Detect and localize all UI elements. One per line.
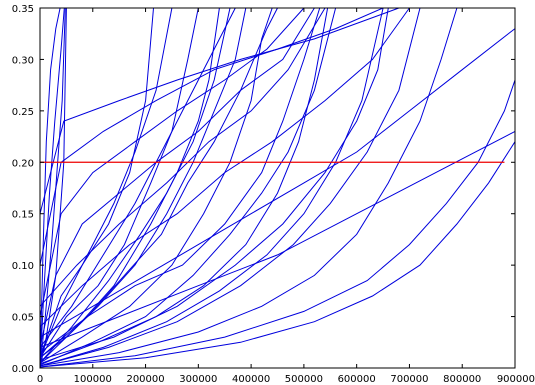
y-tick-label: 0.20 — [12, 158, 34, 169]
plot-area — [40, 8, 515, 368]
series-line-30 — [39, 7, 329, 365]
series-line-27 — [39, 7, 247, 359]
axes-frame — [39, 7, 516, 369]
series-layer — [39, 7, 516, 369]
y-tick-label: 0.15 — [12, 210, 34, 221]
y-tick-labels: 0.00 0.05 0.10 0.15 0.20 0.25 0.30 0.35 — [12, 4, 34, 375]
series-line-11 — [39, 7, 337, 366]
series-line-9 — [39, 7, 278, 359]
series-line-15 — [39, 79, 516, 368]
series-line-7 — [39, 7, 236, 348]
x-tick-label: 900000 — [497, 374, 535, 385]
series-line-17 — [39, 7, 231, 364]
series-line-25 — [39, 7, 410, 328]
x-tick-label: 200000 — [126, 374, 164, 385]
x-tick-label: 300000 — [179, 374, 217, 385]
series-line-10 — [39, 7, 273, 364]
series-line-28 — [39, 7, 321, 353]
y-tick-label: 0.35 — [12, 4, 34, 15]
y-tick-label: 0.05 — [12, 313, 34, 324]
tick-marks — [39, 7, 516, 369]
series-line-12 — [39, 7, 384, 367]
y-tick-label: 0.25 — [12, 107, 34, 118]
series-line-5 — [39, 7, 154, 358]
x-tick-label: 600000 — [338, 374, 376, 385]
x-tick-labels: 0 100000 200000 300000 400000 500000 600000 700… — [37, 374, 535, 385]
series-line-24 — [39, 130, 516, 348]
x-tick-label: 400000 — [232, 374, 270, 385]
series-line-16 — [39, 7, 421, 367]
series-line-29 — [39, 7, 389, 361]
x-tick-label: 800000 — [443, 374, 481, 385]
x-tick-label: 100000 — [74, 374, 112, 385]
series-line-14 — [39, 141, 516, 368]
series-line-6 — [39, 7, 199, 358]
y-tick-label: 0.10 — [12, 261, 34, 272]
y-tick-label: 0.30 — [12, 55, 34, 66]
x-tick-label: 700000 — [390, 374, 428, 385]
y-tick-label: 0.00 — [12, 364, 34, 375]
series-line-21 — [39, 7, 384, 266]
x-tick-label: 0 — [37, 374, 43, 385]
x-tick-label: 500000 — [285, 374, 323, 385]
series-line-13 — [39, 7, 458, 367]
series-line-22 — [39, 7, 400, 214]
plot-frame — [39, 7, 516, 369]
series-line-23 — [39, 28, 516, 338]
